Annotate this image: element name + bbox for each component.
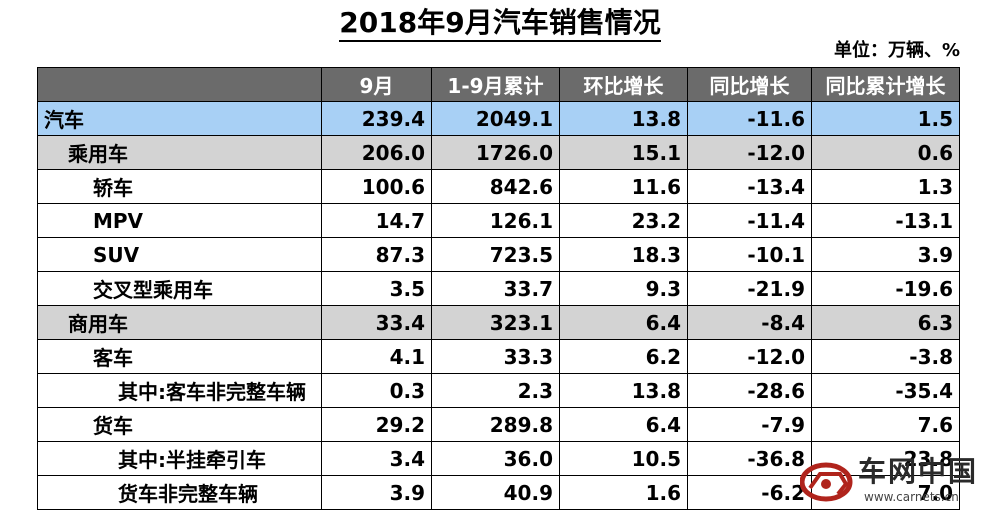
- row-label: 货车非完整车辆: [37, 475, 322, 510]
- table-cell: 9.3: [559, 271, 688, 306]
- table-cell: -6.2: [687, 475, 812, 510]
- table-cell: -35.4: [811, 373, 960, 408]
- header-cell: 1-9月累计: [431, 67, 560, 102]
- table-cell: 36.0: [431, 441, 560, 476]
- table-cell: 2049.1: [431, 101, 560, 136]
- row-label: SUV: [37, 237, 322, 272]
- table-row: 其中:客车非完整车辆 0.3 2.3 13.8 -28.6 -35.4: [37, 373, 960, 408]
- table-cell: 126.1: [431, 203, 560, 238]
- table-cell: 0.3: [321, 373, 432, 408]
- sales-table: 9月 1-9月累计 环比增长 同比增长 同比累计增长 汽车 239.4 2049…: [37, 67, 960, 510]
- table-cell: -11.6: [687, 101, 812, 136]
- table-cell: -28.6: [687, 373, 812, 408]
- table-cell: 33.7: [431, 271, 560, 306]
- row-label: 乘用车: [37, 135, 322, 170]
- header-cell: 9月: [321, 67, 432, 102]
- table-cell: 206.0: [321, 135, 432, 170]
- table-cell: 23.2: [559, 203, 688, 238]
- table-cell: 6.4: [559, 407, 688, 442]
- table-cell: 323.1: [431, 305, 560, 340]
- table-cell: 3.5: [321, 271, 432, 306]
- table-cell: 1726.0: [431, 135, 560, 170]
- table-cell: 3.9: [321, 475, 432, 510]
- table-cell: -12.0: [687, 135, 812, 170]
- unit-label: 单位：万辆、%: [833, 40, 960, 61]
- table-cell: -19.6: [811, 271, 960, 306]
- table-cell: 33.3: [431, 339, 560, 374]
- table-row: 货车非完整车辆 3.9 40.9 1.6 -6.2 7.0: [37, 475, 960, 510]
- header-cell: 环比增长: [559, 67, 688, 102]
- table-cell: 239.4: [321, 101, 432, 136]
- page-title: 2018年9月汽车销售情况: [0, 6, 1000, 42]
- table-cell: 14.7: [321, 203, 432, 238]
- row-label: 其中:半挂牵引车: [37, 441, 322, 476]
- table-cell: -3.8: [811, 339, 960, 374]
- row-label: 其中:客车非完整车辆: [37, 373, 322, 408]
- table-cell: 7.6: [811, 407, 960, 442]
- table-cell: 4.1: [321, 339, 432, 374]
- table-cell: 11.6: [559, 169, 688, 204]
- table-header-row: 9月 1-9月累计 环比增长 同比增长 同比累计增长: [37, 67, 960, 102]
- row-label: MPV: [37, 203, 322, 238]
- table-cell: -21.9: [687, 271, 812, 306]
- table-cell: -12.0: [687, 339, 812, 374]
- table-cell: -13.4: [687, 169, 812, 204]
- table-row: 商用车 33.4 323.1 6.4 -8.4 6.3: [37, 305, 960, 340]
- table-cell: -8.4: [687, 305, 812, 340]
- table-cell: 6.2: [559, 339, 688, 374]
- table-cell: 7.0: [811, 475, 960, 510]
- table-cell: 40.9: [431, 475, 560, 510]
- table-cell: -10.1: [687, 237, 812, 272]
- table-cell: 6.3: [811, 305, 960, 340]
- table-row: 汽车 239.4 2049.1 13.8 -11.6 1.5: [37, 101, 960, 136]
- table-row: 客车 4.1 33.3 6.2 -12.0 -3.8: [37, 339, 960, 374]
- header-cell: 同比增长: [687, 67, 812, 102]
- row-label: 货车: [37, 407, 322, 442]
- table-cell: 15.1: [559, 135, 688, 170]
- row-label: 交叉型乘用车: [37, 271, 322, 306]
- table-cell: -11.4: [687, 203, 812, 238]
- table-cell: 29.2: [321, 407, 432, 442]
- table-row: 乘用车 206.0 1726.0 15.1 -12.0 0.6: [37, 135, 960, 170]
- table-cell: 1.5: [811, 101, 960, 136]
- table-cell: 0.6: [811, 135, 960, 170]
- table-cell: -36.8: [687, 441, 812, 476]
- row-label: 商用车: [37, 305, 322, 340]
- table-cell: 3.4: [321, 441, 432, 476]
- table-cell: 723.5: [431, 237, 560, 272]
- table-cell: 289.8: [431, 407, 560, 442]
- row-label: 汽车: [37, 101, 322, 136]
- table-cell: 1.3: [811, 169, 960, 204]
- table-cell: 33.4: [321, 305, 432, 340]
- table-row: MPV 14.7 126.1 23.2 -11.4 -13.1: [37, 203, 960, 238]
- table-cell: 18.3: [559, 237, 688, 272]
- table-cell: 1.6: [559, 475, 688, 510]
- table-cell: 842.6: [431, 169, 560, 204]
- table-row: 轿车 100.6 842.6 11.6 -13.4 1.3: [37, 169, 960, 204]
- row-label: 客车: [37, 339, 322, 374]
- table-cell: 6.4: [559, 305, 688, 340]
- table-row: 交叉型乘用车 3.5 33.7 9.3 -21.9 -19.6: [37, 271, 960, 306]
- table-cell: 87.3: [321, 237, 432, 272]
- row-label: 轿车: [37, 169, 322, 204]
- table-cell: -7.9: [687, 407, 812, 442]
- table-cell: 13.8: [559, 101, 688, 136]
- table-cell: -13.1: [811, 203, 960, 238]
- table-cell: -23.8: [811, 441, 960, 476]
- table-cell: 100.6: [321, 169, 432, 204]
- table-cell: 10.5: [559, 441, 688, 476]
- table-cell: 3.9: [811, 237, 960, 272]
- header-cell: 同比累计增长: [811, 67, 960, 102]
- table-cell: 2.3: [431, 373, 560, 408]
- table-row: SUV 87.3 723.5 18.3 -10.1 3.9: [37, 237, 960, 272]
- table-cell: 13.8: [559, 373, 688, 408]
- table-row: 货车 29.2 289.8 6.4 -7.9 7.6: [37, 407, 960, 442]
- header-cell: [37, 67, 322, 102]
- table-row: 其中:半挂牵引车 3.4 36.0 10.5 -36.8 -23.8: [37, 441, 960, 476]
